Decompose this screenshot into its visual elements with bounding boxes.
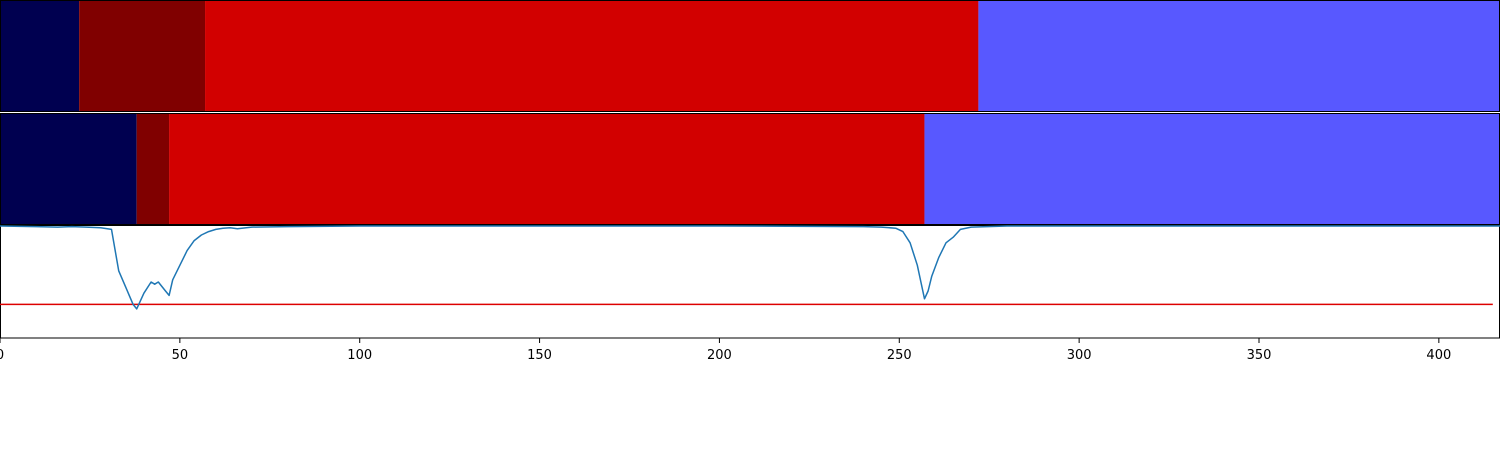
signal-frame <box>0 225 1500 339</box>
x-tick-label-350: 350 <box>1247 348 1272 363</box>
segment-rows <box>0 0 1500 225</box>
x-tick-label-150: 150 <box>527 348 552 363</box>
segment-2-1 <box>0 113 137 225</box>
x-tick-label-0: 0 <box>0 348 4 363</box>
x-tick-label-250: 250 <box>887 348 912 363</box>
x-tick-label-300: 300 <box>1067 348 1092 363</box>
x-tick-label-50: 50 <box>172 348 189 363</box>
segment-1-4 <box>978 0 1500 112</box>
segment-row-2 <box>0 113 1500 225</box>
segment-1-1 <box>0 0 80 112</box>
x-tick-label-400: 400 <box>1426 348 1451 363</box>
x-axis: 0 50 100 150 200 250 300 350 400 <box>0 338 1451 363</box>
segment-1-3 <box>205 0 979 112</box>
segment-row-1 <box>0 0 1500 112</box>
segment-2-4 <box>924 113 1500 225</box>
x-tick-label-100: 100 <box>347 348 372 363</box>
signal-line <box>0 225 1500 310</box>
segment-2-2 <box>136 113 170 225</box>
segment-2-3 <box>169 113 925 225</box>
signal-panel <box>0 225 1500 339</box>
x-tick-label-200: 200 <box>707 348 732 363</box>
segment-1-2 <box>79 0 206 112</box>
